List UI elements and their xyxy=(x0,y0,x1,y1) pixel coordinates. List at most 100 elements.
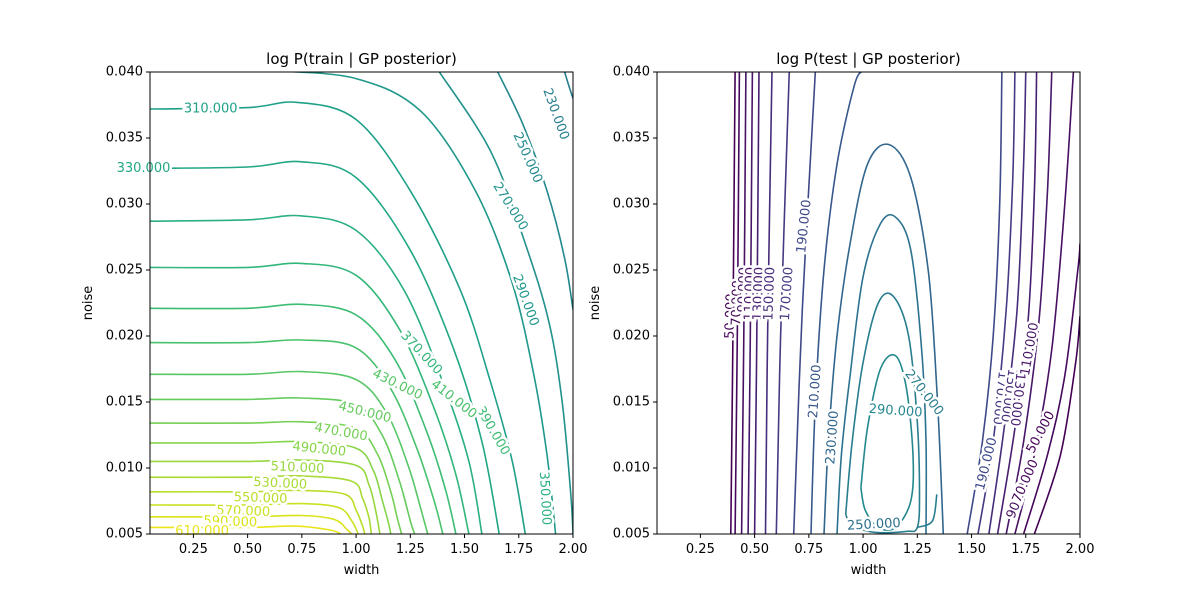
contour-label: 250.000 xyxy=(510,130,546,185)
axes-frame xyxy=(656,71,1081,535)
x-tick-label: 2.00 xyxy=(559,542,588,557)
x-tick-label: 0.75 xyxy=(794,542,823,557)
contour-label: 190.000 xyxy=(794,199,815,254)
x-tick-label: 2.00 xyxy=(1066,542,1095,557)
x-tick-label: 1.75 xyxy=(504,542,533,557)
contour-line-150 xyxy=(988,72,1027,534)
contour-label: 310.000 xyxy=(184,102,238,117)
y-tick-label: 0.005 xyxy=(613,527,650,542)
contour-line-370 xyxy=(150,262,470,534)
contour-line-270 xyxy=(844,292,921,534)
contour-label: 510.000 xyxy=(270,459,324,477)
contour-line-530 xyxy=(150,474,373,534)
contour-label: 350.000 xyxy=(536,471,554,525)
y-axis-label: noise xyxy=(588,286,603,321)
left-contour-panel: 230.000250.000270.000290.000310.000330.0… xyxy=(81,50,587,578)
y-tick-label: 0.025 xyxy=(106,263,143,278)
contour-line-570 xyxy=(150,502,359,534)
x-axis-label: width xyxy=(344,563,380,578)
chart-title: log P(train | GP posterior) xyxy=(266,50,457,68)
contour-labels: 230.000250.000270.000290.000310.000330.0… xyxy=(114,84,574,542)
y-tick-label: 0.040 xyxy=(613,65,650,80)
y-ticks: 0.005 0.010 0.015 0.020 0.025 0.030 0.035 0.040 xyxy=(106,65,150,542)
contour-line-270 xyxy=(916,494,938,529)
contour-line-330 xyxy=(150,160,500,534)
y-tick-label: 0.015 xyxy=(106,395,143,410)
contour-line-230 xyxy=(823,143,945,534)
contour-lines xyxy=(730,72,1080,534)
y-ticks: 0.005 0.010 0.015 0.020 0.025 0.030 0.035 0.040 xyxy=(613,65,657,542)
contour-label: 210.000 xyxy=(806,364,825,419)
axes-frame xyxy=(149,71,574,535)
y-tick-label: 0.040 xyxy=(106,65,143,80)
x-ticks: 0.25 0.50 0.75 1.00 1.25 1.50 1.75 2.00 xyxy=(179,534,588,557)
y-tick-label: 0.015 xyxy=(613,395,650,410)
contour-line-130 xyxy=(753,72,760,534)
contour-label: 110.000 xyxy=(1018,321,1042,377)
contour-line-90 xyxy=(740,72,747,534)
contour-line-250 xyxy=(496,72,573,310)
contour-line-610 xyxy=(150,525,342,534)
x-tick-label: 1.25 xyxy=(903,542,932,557)
contour-line-70 xyxy=(1022,243,1080,534)
x-axis-label: width xyxy=(851,563,887,578)
x-tick-label: 0.25 xyxy=(686,542,715,557)
contour-label: 490.000 xyxy=(292,439,347,460)
contour-label: 470.000 xyxy=(313,420,369,444)
contour-label: 410.000 xyxy=(428,377,480,422)
x-tick-label: 0.25 xyxy=(179,542,208,557)
contour-label: 230.000 xyxy=(539,86,571,142)
y-tick-label: 0.005 xyxy=(106,527,143,542)
contour-line-550 xyxy=(150,489,366,534)
y-tick-label: 0.035 xyxy=(106,131,143,146)
contour-line-70 xyxy=(734,72,741,534)
contour-label: 370.000 xyxy=(397,328,445,378)
contour-line-590 xyxy=(150,514,353,534)
x-tick-label: 1.00 xyxy=(849,542,878,557)
y-tick-label: 0.030 xyxy=(106,197,143,212)
contour-line-290 xyxy=(281,72,557,534)
contour-line-150 xyxy=(764,72,773,534)
contour-line-430 xyxy=(150,370,429,534)
contour-line-390 xyxy=(150,303,457,534)
contour-line-190 xyxy=(792,72,817,534)
contour-line-170 xyxy=(775,72,791,534)
x-tick-label: 0.75 xyxy=(287,542,316,557)
contour-line-310 xyxy=(150,101,527,534)
y-tick-label: 0.025 xyxy=(613,263,650,278)
contour-label: 550.000 xyxy=(233,490,287,507)
contour-line-470 xyxy=(150,420,403,534)
contour-label: 50.000 xyxy=(723,293,740,339)
contour-label: 610.000 xyxy=(175,524,229,539)
y-tick-label: 0.035 xyxy=(613,131,650,146)
y-tick-label: 0.020 xyxy=(106,329,143,344)
x-tick-label: 1.75 xyxy=(1011,542,1040,557)
contour-line-270 xyxy=(438,72,573,534)
contour-line-490 xyxy=(150,440,392,534)
y-tick-label: 0.010 xyxy=(613,461,650,476)
contour-label: 70.000 xyxy=(729,280,746,326)
contour-label: 290.000 xyxy=(868,402,923,421)
x-tick-label: 1.50 xyxy=(450,542,479,557)
contour-label: 250.000 xyxy=(847,516,901,534)
x-tick-label: 1.00 xyxy=(342,542,371,557)
contour-label: 530.000 xyxy=(253,475,307,493)
contour-label: 90.000 xyxy=(736,267,753,313)
y-axis-label: noise xyxy=(81,286,96,321)
contour-line-110 xyxy=(1005,72,1053,534)
y-tick-label: 0.010 xyxy=(106,461,143,476)
contour-line-90 xyxy=(1014,72,1075,534)
contour-label: 170.000 xyxy=(778,266,797,321)
x-tick-label: 1.50 xyxy=(957,542,986,557)
x-tick-label: 0.50 xyxy=(740,542,769,557)
contour-line-190 xyxy=(966,72,1003,534)
contour-line-450 xyxy=(150,397,416,534)
contour-label: 590.000 xyxy=(203,514,257,531)
contour-line-210 xyxy=(810,72,863,534)
y-tick-label: 0.030 xyxy=(613,197,650,212)
contour-label: 330.000 xyxy=(117,161,171,176)
contour-label: 110.000 xyxy=(742,267,759,321)
contour-line-410 xyxy=(150,339,444,534)
